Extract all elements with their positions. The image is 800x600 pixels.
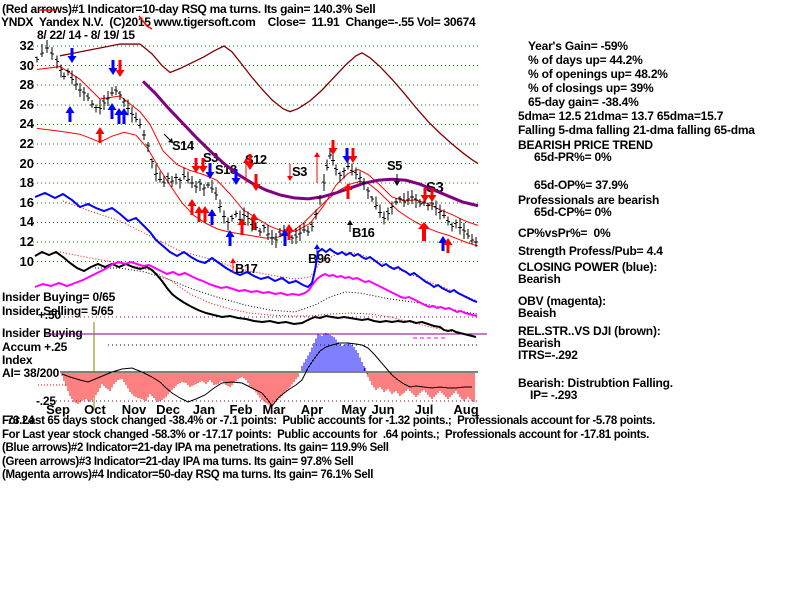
signal-s12-3: S12 bbox=[245, 152, 267, 167]
stat-line-17: Beaish bbox=[518, 306, 557, 320]
left-label-3: Insider Buying bbox=[2, 326, 83, 340]
price-tick-20: 20 bbox=[19, 155, 34, 171]
date-range: 8/ 22/ 14 - 8/ 19/ 15 bbox=[37, 28, 135, 42]
price-tick-12: 12 bbox=[19, 234, 34, 249]
left-label-2: +.50 bbox=[38, 308, 61, 322]
stat-line-19: Bearish bbox=[518, 336, 561, 350]
footer-line-2: (Blue arrows)#2 Indicator=21-day IPA ma … bbox=[2, 442, 389, 454]
stat-line-3: % of closings up= 39% bbox=[528, 81, 654, 95]
footer-line-1: For Last year stock changed -58.3% or -1… bbox=[2, 429, 649, 441]
stat-line-15: Bearish bbox=[518, 272, 561, 286]
price-tick-18: 18 bbox=[19, 175, 34, 191]
left-label-4: Accum +.25 bbox=[2, 340, 68, 354]
stat-line-4: 65-day gain= -38.4% bbox=[528, 95, 639, 109]
stat-line-8: 65d-PR%= 0% bbox=[534, 150, 612, 164]
signal-s18-2: S18 bbox=[215, 162, 237, 177]
left-label-6: AI= 38/200 bbox=[2, 366, 60, 380]
symbol-title: YNDX Yandex N.V. (C)2015 www.tigersoft.c… bbox=[1, 15, 476, 29]
stat-line-18: REL.STR..VS DJI (brown): bbox=[518, 324, 661, 338]
price-tick-14: 14 bbox=[19, 214, 34, 230]
price-tick-32: 32 bbox=[19, 38, 34, 53]
stat-line-10: Professionals are bearish bbox=[518, 193, 660, 207]
price-tick-30: 30 bbox=[19, 57, 34, 73]
left-label-7: -.25 bbox=[36, 394, 56, 408]
left-label-0: Insider Buying= 0/65 bbox=[2, 290, 116, 304]
stat-line-11: 65d-CP%= 0% bbox=[534, 205, 612, 219]
stat-line-16: OBV (magenta): bbox=[518, 294, 606, 308]
signal-s14-0: S14 bbox=[172, 138, 194, 153]
stat-line-2: % of openings up= 48.2% bbox=[528, 67, 668, 81]
stat-line-7: BEARISH PRICE TREND bbox=[518, 138, 653, 152]
signal-b96-9: B96 bbox=[308, 251, 331, 266]
signal-b17-8: B17 bbox=[235, 261, 258, 276]
left-label-5: Index bbox=[2, 353, 33, 367]
footer-overlay-value: 73.24 bbox=[7, 415, 35, 427]
stat-line-6: Falling 5-dma falling 21-dma falling 65-… bbox=[518, 123, 755, 137]
signal-s3-4: S3 bbox=[292, 164, 307, 179]
price-tick-22: 22 bbox=[19, 136, 34, 151]
footer-line-3: (Green arrows)#3 Indicator=21-day IPA ma… bbox=[2, 456, 354, 468]
stat-line-9: 65d-OP%= 37.9% bbox=[534, 178, 629, 192]
signal-s3-6: S3 bbox=[426, 179, 444, 196]
stat-line-20: ITRS=-.292 bbox=[518, 348, 578, 362]
price-tick-10: 10 bbox=[19, 253, 34, 269]
stat-line-13: Strength Profess/Pub= 4.4 bbox=[518, 244, 663, 258]
price-tick-24: 24 bbox=[19, 116, 34, 132]
price-tick-28: 28 bbox=[19, 77, 34, 93]
stat-line-1: % of days up= 44.2% bbox=[528, 53, 643, 67]
stat-line-14: CLOSING POWER (blue): bbox=[518, 260, 658, 274]
stat-line-12: CP%vsPr%= 0% bbox=[518, 226, 611, 240]
stat-line-21: Bearish: Distrubtion Falling. bbox=[518, 376, 673, 390]
indicator1-caption: (Red arrows)#1 Indicator=10-day RSQ ma t… bbox=[2, 2, 376, 16]
stat-line-5: 5dma= 12.5 21dma= 13.7 65dma=15.7 bbox=[518, 109, 724, 123]
signal-s5-5: S5 bbox=[387, 158, 402, 173]
stat-line-0: Year's Gain= -59% bbox=[528, 39, 628, 53]
footer-line-0: For Last 65 days stock changed -38.4% or… bbox=[2, 415, 655, 427]
footer-line-4: (Magenta arrows)#4 Indicator=50-day RSQ … bbox=[2, 469, 374, 481]
price-tick-16: 16 bbox=[19, 194, 34, 210]
signal-b16-7: B16 bbox=[352, 225, 375, 240]
price-tick-26: 26 bbox=[19, 96, 34, 112]
stat-line-22: IP= -.293 bbox=[530, 388, 578, 402]
